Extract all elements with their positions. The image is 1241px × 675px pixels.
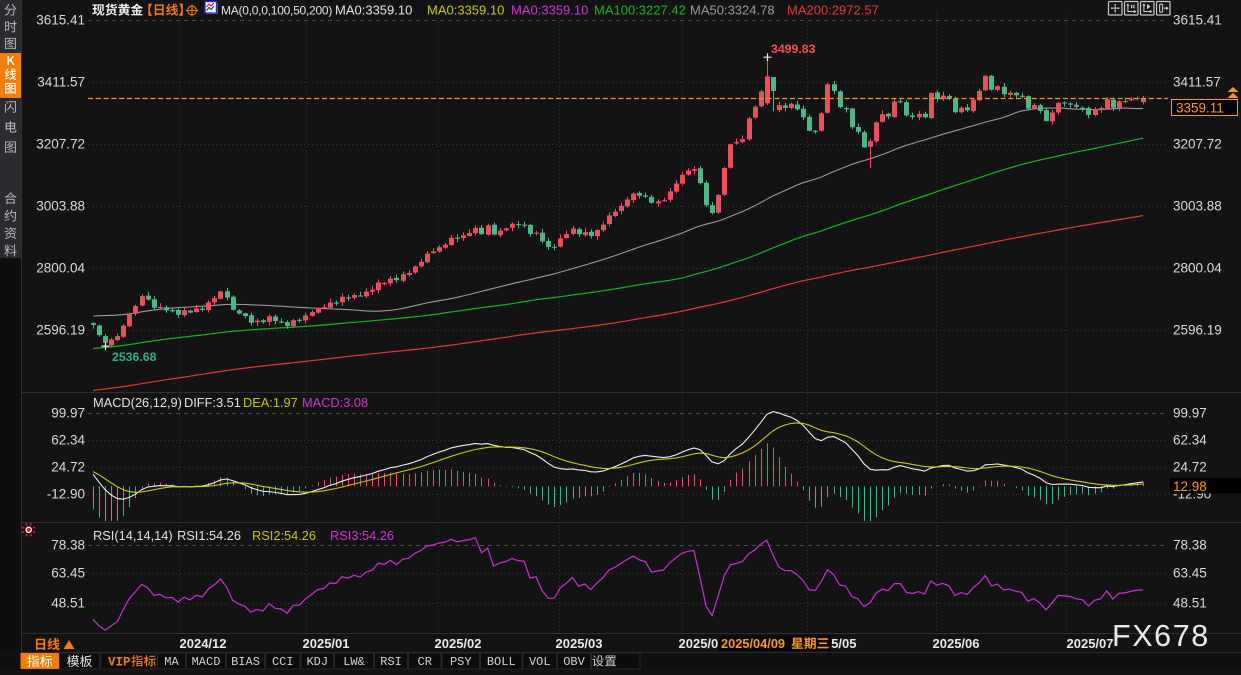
svg-text:2025/01: 2025/01 — [303, 636, 350, 651]
svg-text:2025/07: 2025/07 — [1067, 636, 1114, 651]
svg-text:RSI2:54.26: RSI2:54.26 — [252, 528, 316, 543]
svg-text:RSI(14,14,14): RSI(14,14,14) — [93, 528, 173, 543]
svg-text:MACD: MACD — [192, 655, 221, 669]
svg-text:CR: CR — [418, 655, 432, 669]
svg-text:RSI: RSI — [380, 655, 402, 669]
svg-text:3411.57: 3411.57 — [1173, 75, 1221, 90]
svg-text:3615.41: 3615.41 — [1173, 13, 1222, 28]
svg-text:2596.19: 2596.19 — [36, 323, 85, 338]
svg-text:MA(0,0,0,100,50,200): MA(0,0,0,100,50,200) — [221, 4, 332, 18]
svg-text:78.38: 78.38 — [1173, 538, 1207, 553]
svg-text:63.45: 63.45 — [1173, 566, 1207, 581]
svg-text:99.97: 99.97 — [51, 406, 85, 421]
svg-text:3411.57: 3411.57 — [37, 75, 85, 90]
svg-text:CCI: CCI — [272, 655, 294, 669]
svg-text:2536.68: 2536.68 — [112, 350, 157, 364]
svg-text:VIP: VIP — [108, 656, 131, 670]
svg-text:BIAS: BIAS — [231, 655, 260, 669]
svg-text:MA200:2972.57: MA200:2972.57 — [787, 3, 879, 18]
svg-text:3003.88: 3003.88 — [36, 199, 85, 214]
svg-text:DEA:1.97: DEA:1.97 — [243, 395, 298, 410]
svg-text:KDJ: KDJ — [306, 655, 328, 669]
svg-text:48.51: 48.51 — [1173, 596, 1207, 611]
svg-text:48.51: 48.51 — [51, 596, 85, 611]
svg-text:2596.19: 2596.19 — [1173, 323, 1222, 338]
svg-text:-12.90: -12.90 — [47, 487, 85, 502]
svg-text:PSY: PSY — [450, 655, 472, 669]
svg-text:MA0:3359.10: MA0:3359.10 — [511, 3, 588, 18]
svg-text:MA0:3359.10: MA0:3359.10 — [335, 3, 412, 18]
svg-text:62.34: 62.34 — [51, 433, 85, 448]
svg-text:2025/03: 2025/03 — [556, 636, 603, 651]
svg-text:2800.04: 2800.04 — [36, 261, 85, 276]
svg-text:VOL: VOL — [529, 655, 551, 669]
svg-text:78.38: 78.38 — [51, 538, 85, 553]
svg-text:2025/06: 2025/06 — [933, 636, 980, 651]
svg-text:MA100:3227.42: MA100:3227.42 — [594, 3, 686, 18]
svg-text:2025/04/09: 2025/04/09 — [721, 636, 785, 651]
svg-text:24.72: 24.72 — [1173, 460, 1207, 475]
svg-text:LW&: LW& — [343, 655, 365, 669]
svg-text:3499.83: 3499.83 — [771, 42, 816, 56]
svg-text:12.98: 12.98 — [1173, 479, 1207, 494]
svg-text:2025/02: 2025/02 — [435, 636, 482, 651]
svg-text:MACD(26,12,9): MACD(26,12,9) — [93, 395, 182, 410]
svg-text:BOLL: BOLL — [487, 655, 516, 669]
svg-text:62.34: 62.34 — [1173, 433, 1207, 448]
svg-text:3359.11: 3359.11 — [1176, 101, 1224, 116]
svg-text:DIFF:3.51: DIFF:3.51 — [184, 395, 241, 410]
svg-text:2025/04: 2025/04 — [679, 636, 727, 651]
svg-text:MA50:3324.78: MA50:3324.78 — [690, 3, 775, 18]
svg-text:2800.04: 2800.04 — [1173, 261, 1222, 276]
svg-text:RSI3:54.26: RSI3:54.26 — [330, 528, 394, 543]
svg-text:OBV: OBV — [563, 655, 585, 669]
svg-text:FX678: FX678 — [1112, 619, 1210, 653]
svg-text:3207.72: 3207.72 — [1173, 137, 1222, 152]
svg-text:2024/12: 2024/12 — [180, 636, 227, 651]
svg-text:3615.41: 3615.41 — [36, 13, 85, 28]
svg-text:24.72: 24.72 — [51, 460, 85, 475]
svg-text:MA0:3359.10: MA0:3359.10 — [427, 3, 504, 18]
svg-text:3003.88: 3003.88 — [1173, 199, 1222, 214]
svg-text:MA: MA — [164, 655, 179, 669]
svg-text:3207.72: 3207.72 — [36, 137, 85, 152]
svg-text:63.45: 63.45 — [51, 566, 85, 581]
svg-text:RSI1:54.26: RSI1:54.26 — [177, 528, 241, 543]
svg-text:MACD:3.08: MACD:3.08 — [302, 395, 368, 410]
svg-text:99.97: 99.97 — [1173, 406, 1207, 421]
